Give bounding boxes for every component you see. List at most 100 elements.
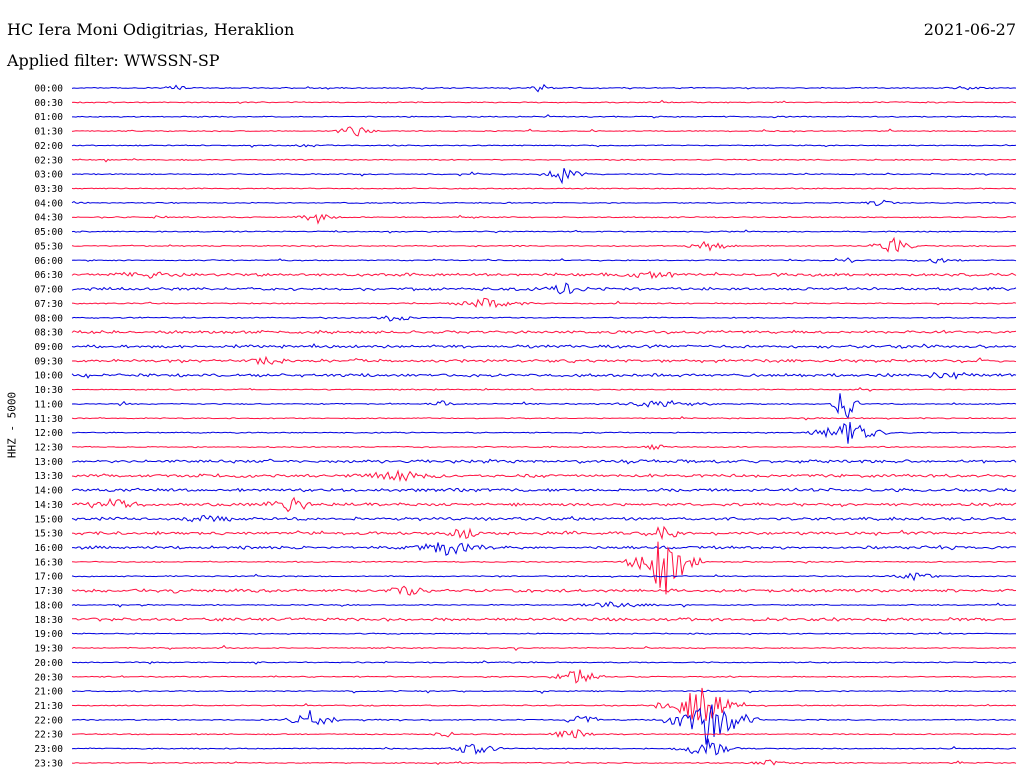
trace-line [71,229,1017,234]
trace-line [71,631,1016,636]
time-label: 16:30 [34,557,63,568]
trace-line [72,114,1017,119]
trace-line [71,158,1017,163]
trace-line [71,315,1017,322]
time-label: 06:00 [34,256,63,267]
time-label: 22:30 [34,730,63,741]
trace-line [71,297,1017,309]
trace-line [71,669,1017,684]
time-label: 13:30 [34,471,63,482]
time-label: 23:30 [34,758,63,769]
trace-line [71,689,1017,695]
seismic-traces [71,83,1017,766]
time-label: 22:00 [34,715,63,726]
time-label: 15:00 [34,514,63,525]
trace-line [71,585,1017,596]
trace-line [71,187,1017,190]
trace-line [71,213,1017,225]
time-label: 14:00 [34,486,63,497]
time-label: 10:30 [34,385,63,396]
time-label: 12:30 [34,443,63,454]
time-label: 19:30 [34,644,63,655]
time-label: 04:00 [34,198,63,209]
date-label: 2021-06-27 [923,20,1016,39]
trace-line [71,416,1016,421]
time-label: 08:00 [34,313,63,324]
trace-line [71,514,1017,523]
trace-line [71,541,1017,595]
time-label: 13:00 [34,457,63,468]
trace-line [71,487,1017,493]
trace-line [71,469,1017,483]
trace-line [71,687,1017,721]
trace-line [72,542,1017,556]
time-label: 20:00 [34,658,63,669]
time-label: 18:30 [34,615,63,626]
trace-line [71,496,1017,513]
time-label: 07:00 [34,285,63,296]
time-label: 12:00 [34,428,63,439]
time-label: 03:00 [34,170,63,181]
trace-line [71,738,1017,756]
trace-line [71,199,1017,207]
trace-line [71,616,1017,622]
time-label: 09:00 [34,342,63,353]
trace-line [71,143,1017,148]
time-label: 10:00 [34,371,63,382]
trace-line [71,458,1017,465]
time-label: 05:30 [34,241,63,252]
time-label: 04:30 [34,213,63,224]
time-label: 05:00 [34,227,63,238]
time-label: 11:00 [34,399,63,410]
trace-line [71,168,1017,185]
time-label: 18:00 [34,600,63,611]
station-title: HC Iera Moni Odigitrias, Heraklion [7,20,295,39]
time-label: 03:30 [34,184,63,195]
trace-line [71,329,1017,335]
trace-line [71,601,1017,608]
trace-line [71,257,1017,264]
trace-line [71,729,1017,739]
time-label: 14:30 [34,500,63,511]
time-label: 00:00 [34,84,63,95]
filter-label: Applied filter: WWSSN-SP [7,51,220,70]
time-label: 02:30 [34,155,63,166]
time-labels: 00:00 00:30 01:00 01:30 02:00 02:30 03:00 03:30… [34,84,63,770]
trace-line [71,572,1017,582]
trace-line [71,343,1017,349]
time-label: 20:30 [34,672,63,683]
trace-line [71,704,1017,745]
trace-line [71,644,1017,652]
time-label: 11:30 [34,414,63,425]
trace-line [71,236,1017,253]
time-label: 01:30 [34,127,63,138]
time-label: 02:00 [34,141,63,152]
trace-line [71,525,1017,541]
trace-line [71,387,1016,392]
trace-line [71,759,1017,766]
trace-line [71,282,1017,295]
time-label: 06:30 [34,270,63,281]
time-label: 23:00 [34,744,63,755]
time-label: 09:30 [34,356,63,367]
trace-line [71,270,1017,280]
trace-line [71,99,1017,104]
trace-line [71,443,1017,451]
trace-line [71,83,1017,93]
trace-line [71,371,1017,380]
time-label: 17:30 [34,586,63,597]
time-label: 21:00 [34,687,63,698]
trace-line [71,393,1017,420]
trace-line [71,355,1017,366]
time-label: 21:30 [34,701,63,712]
trace-line [71,126,1017,137]
time-label: 16:00 [34,543,63,554]
time-label: 15:30 [34,529,63,540]
time-label: 00:30 [34,98,63,109]
time-label: 01:00 [34,112,63,123]
time-label: 07:30 [34,299,63,310]
time-label: 17:00 [34,572,63,583]
trace-line [71,422,1017,444]
time-label: 08:30 [34,328,63,339]
